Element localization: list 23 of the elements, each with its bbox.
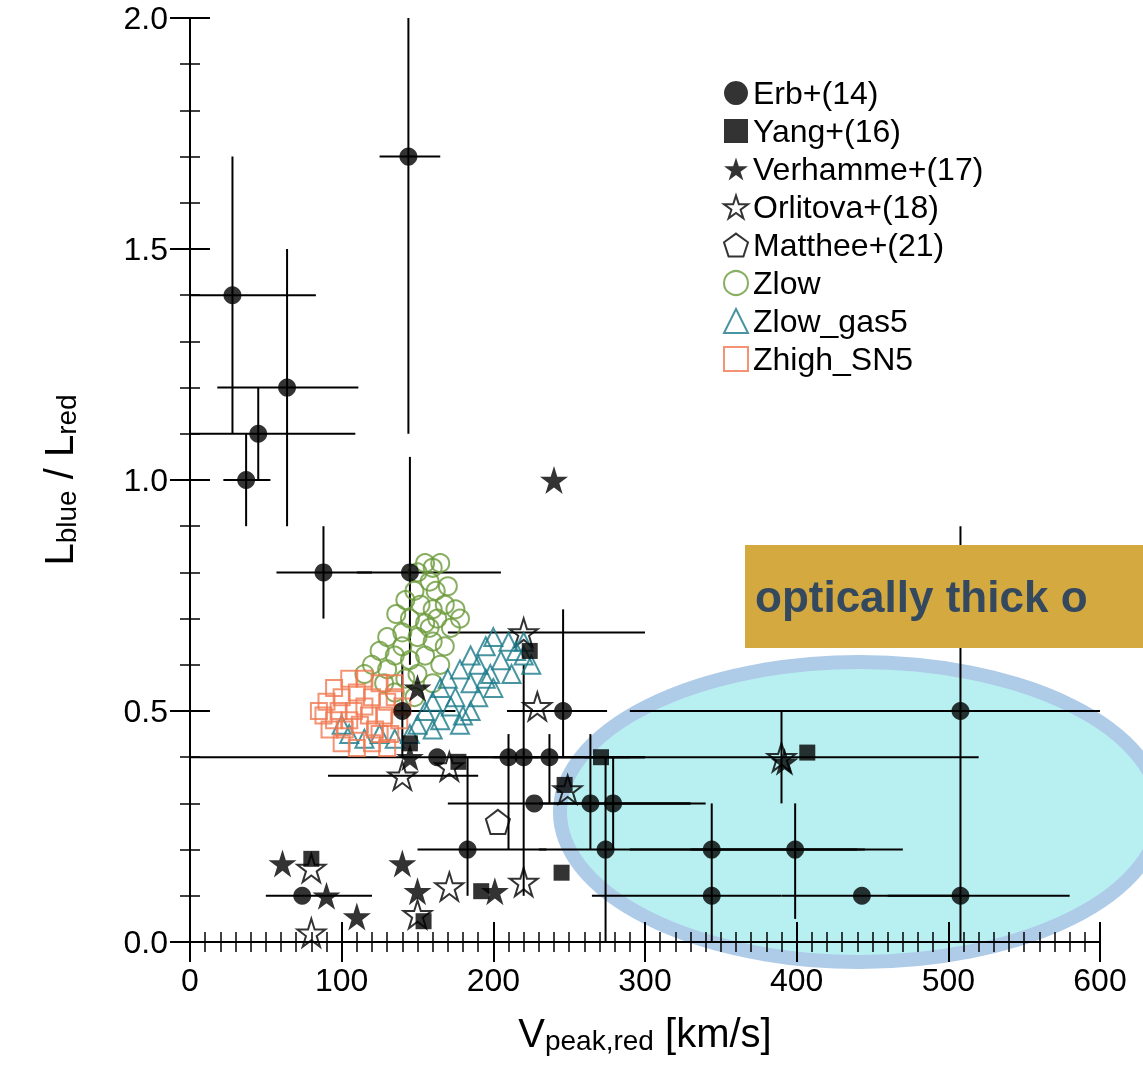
annotation: optically thick o: [745, 545, 1143, 648]
x-tick-label: 400: [769, 962, 824, 998]
y-tick-label: 1.0: [123, 462, 168, 498]
x-tick-label: 100: [314, 962, 369, 998]
x-axis-title: Vpeak,red [km/s]: [518, 1011, 772, 1056]
legend-label: Zlow_gas5: [753, 303, 908, 339]
legend-label: Zhigh_SN5: [753, 341, 914, 377]
x-tick-label: 200: [466, 962, 521, 998]
y-axis-title: Lblue / Lred: [37, 394, 82, 566]
x-tick-label: 300: [618, 962, 672, 998]
y-tick-label: 2.0: [123, 0, 168, 36]
y-tick-label: 1.5: [123, 231, 168, 267]
legend-label: Matthee+(21): [753, 227, 945, 263]
x-tick-label: 600: [1073, 962, 1127, 998]
x-tick-label: 500: [921, 962, 976, 998]
x-tick-label: 0: [181, 962, 199, 998]
legend-label: Zlow: [753, 265, 822, 301]
legend-label: Erb+(14): [753, 75, 879, 111]
legend-label: Verhamme+(17): [753, 151, 984, 187]
y-tick-label: 0.5: [123, 693, 168, 729]
y-tick-label: 0.0: [123, 924, 168, 960]
legend-label: Yang+(16): [753, 113, 901, 149]
legend-label: Orlitova+(18): [753, 189, 939, 225]
